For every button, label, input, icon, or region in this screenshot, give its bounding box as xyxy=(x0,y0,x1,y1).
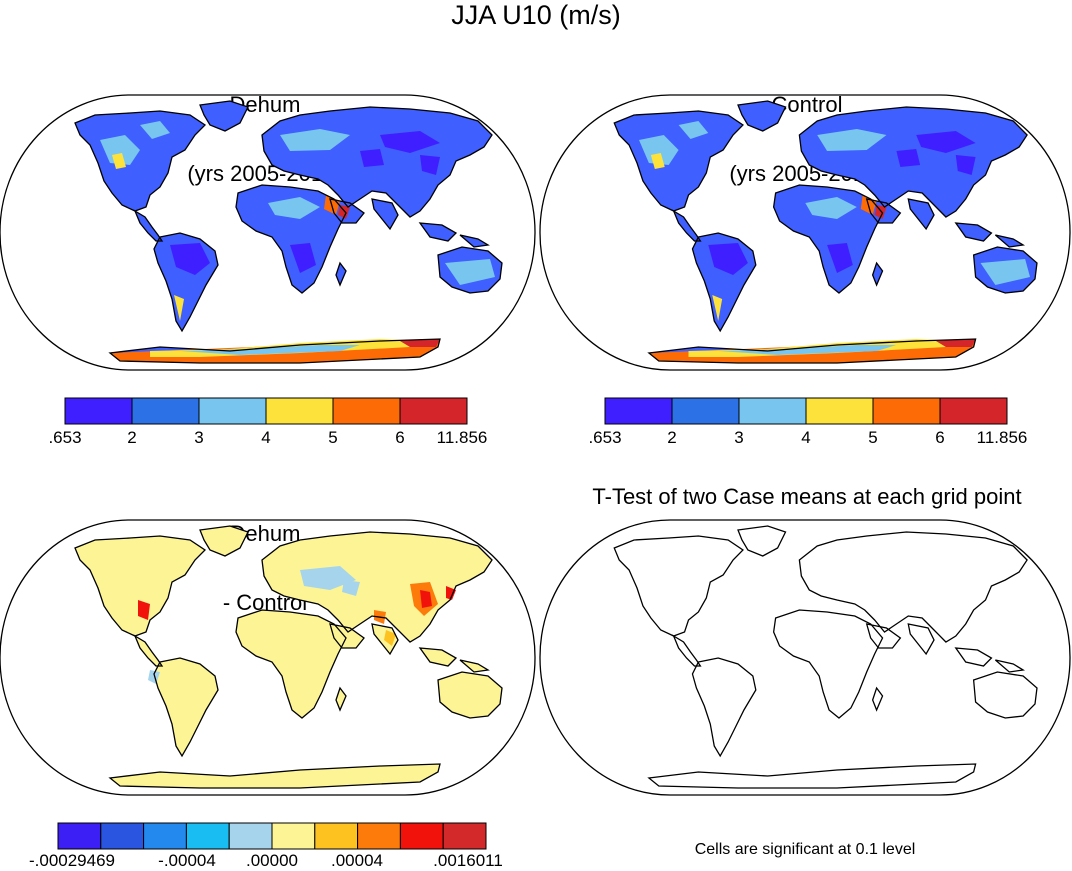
wind-patches xyxy=(100,121,495,363)
colorbar-tick-label: .653 xyxy=(588,428,622,447)
panel-title-line: Dehum xyxy=(229,521,301,546)
colorbar-tick-label: 2 xyxy=(667,428,677,447)
colorbar-tick-label: .00000 xyxy=(246,851,298,870)
colorbar-swatch xyxy=(604,397,673,425)
colorbar-swatch xyxy=(939,397,1008,425)
map-control xyxy=(539,94,1071,371)
colorbar-tick-label: 3 xyxy=(194,428,204,447)
colorbar-control xyxy=(604,397,1008,425)
colorbar-swatch xyxy=(805,397,874,425)
map-diff xyxy=(0,519,536,796)
colorbar-swatch xyxy=(143,822,187,850)
colorbar-tick-label: 3 xyxy=(734,428,744,447)
ttest-note: Cells are significant at 0.1 level xyxy=(694,841,916,858)
colorbar-tick-label: -.00004 xyxy=(158,851,216,870)
diff-patches xyxy=(138,566,456,684)
wind-patches xyxy=(639,121,1031,363)
panel-title-line: Dehum xyxy=(229,92,301,117)
colorbar-swatch xyxy=(185,822,230,850)
colorbar-swatch xyxy=(64,397,133,425)
colorbar-tick-label: 5 xyxy=(328,428,338,447)
panel-title-ttest: T-Test of two Case means at each grid po… xyxy=(592,484,1022,509)
colorbar-tick-label: 5 xyxy=(868,428,878,447)
main-title: JJA U10 (m/s) xyxy=(451,0,621,30)
colorbar-dehum xyxy=(64,397,468,425)
map-dehum xyxy=(0,94,536,371)
colorbar-swatch xyxy=(399,397,468,425)
colorbar-swatch xyxy=(198,397,267,425)
colorbar-tick-label: 11.856 xyxy=(436,428,488,447)
colorbar-tick-label: .653 xyxy=(48,428,82,447)
colorbar-swatch xyxy=(228,822,273,850)
colorbar-swatch xyxy=(265,397,334,425)
colorbar-swatch xyxy=(872,397,941,425)
colorbar-tick-label: 2 xyxy=(127,428,137,447)
colorbar-swatch xyxy=(332,397,401,425)
colorbar-tick-label: 4 xyxy=(261,428,271,447)
panel-title-line: Control xyxy=(771,92,843,117)
colorbar-tick-label: .0016011 xyxy=(433,851,503,870)
colorbar-swatch xyxy=(57,822,102,850)
colorbar-tick-label: 6 xyxy=(395,428,405,447)
colorbar-tick-label: 6 xyxy=(935,428,945,447)
colorbar-swatch xyxy=(738,397,807,425)
colorbar-swatch xyxy=(131,397,200,425)
colorbar-swatch xyxy=(100,822,145,850)
colorbar-swatch xyxy=(671,397,740,425)
colorbar-swatch xyxy=(271,822,316,850)
colorbar-tick-label: .00004 xyxy=(331,851,383,870)
colorbar-tick-label: 11.856 xyxy=(976,428,1028,447)
colorbar-swatch xyxy=(357,822,401,850)
colorbar-diff xyxy=(57,822,487,850)
map-ttest xyxy=(539,519,1071,796)
colorbar-swatch xyxy=(399,822,444,850)
colorbar-tick-label: -.00029469 xyxy=(28,851,116,870)
colorbar-tick-label: 4 xyxy=(801,428,811,447)
colorbar-swatch xyxy=(442,822,487,850)
colorbar-swatch xyxy=(314,822,359,850)
